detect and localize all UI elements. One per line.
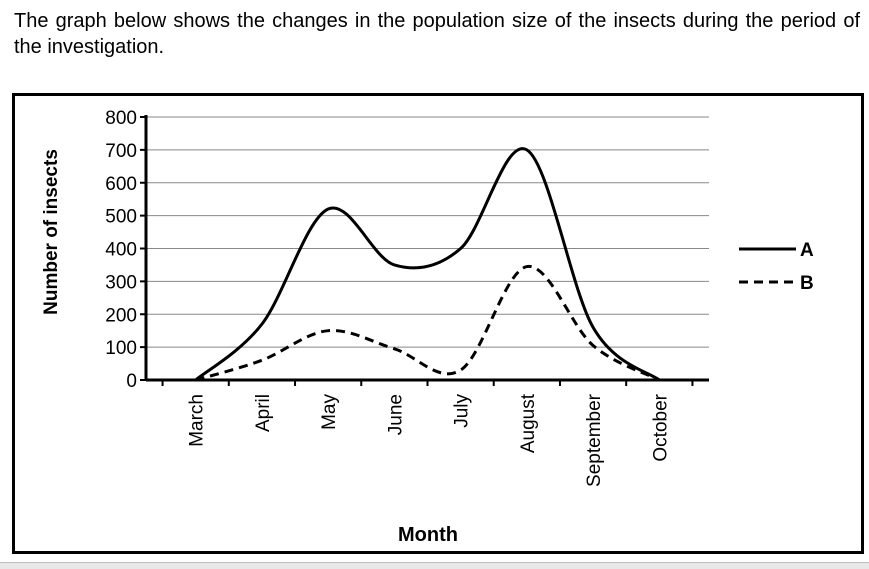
x-ticks: March April May June July August September Octo… [161, 380, 694, 487]
axes [144, 115, 709, 382]
y-tick-label: 500 [105, 207, 137, 228]
legend-label-b: B [800, 273, 814, 294]
y-tick-label: 300 [105, 272, 137, 293]
y-tick-label: 0 [126, 371, 137, 392]
x-tick-label: June [385, 394, 406, 435]
y-tick-label: 400 [105, 240, 137, 261]
y-tick-label: 200 [105, 305, 137, 326]
x-tick-label: March [187, 394, 208, 447]
x-axis-label: Month [398, 524, 458, 546]
legend: AB [739, 240, 814, 294]
x-tick-label: September [584, 393, 605, 487]
line-chart: 0 100 200 300 400 500 600 700 800 March April May J… [41, 108, 814, 546]
x-tick-label: April [253, 394, 274, 432]
y-ticks: 0 100 200 300 400 500 600 700 800 [105, 108, 146, 392]
series-lines [194, 147, 661, 382]
y-tick-label: 100 [105, 338, 137, 359]
x-tick-label: August [518, 393, 539, 453]
series-line-b [195, 265, 661, 382]
y-tick-label: 800 [105, 108, 137, 129]
intro-text: The graph below shows the changes in the… [14, 10, 860, 58]
y-axis-label: Number of insects [41, 149, 62, 315]
y-tick-label: 600 [105, 174, 137, 195]
chart-frame: 0 100 200 300 400 500 600 700 800 March April May J… [12, 93, 864, 554]
x-tick-label: October [650, 393, 671, 461]
legend-label-a: A [800, 240, 814, 261]
window-bottom-edge [0, 562, 869, 569]
gridlines [146, 116, 709, 348]
x-tick-label: May [319, 394, 340, 430]
series-line-a [194, 147, 661, 382]
y-tick-label: 700 [105, 141, 137, 162]
x-tick-label: July [452, 394, 473, 428]
